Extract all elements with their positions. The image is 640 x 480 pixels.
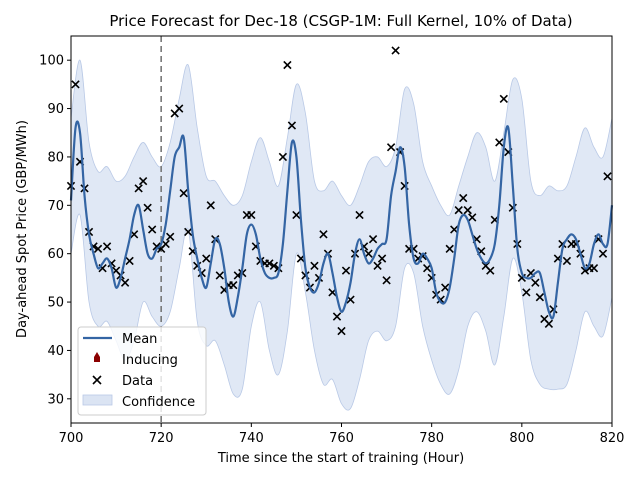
y-tick-label: 50 [47,296,64,311]
x-tick-label: 820 [600,431,625,446]
x-axis-label: Time since the start of training (Hour) [217,451,464,466]
data-point-marker [138,176,148,186]
data-point-marker [71,80,80,89]
x-tick-label: 800 [509,431,534,446]
data-point-marker [355,210,364,220]
x-tick-label: 720 [149,431,174,446]
data-point-marker [283,60,292,70]
y-tick-label: 40 [47,344,64,359]
data-point-marker [386,143,396,152]
data-point-marker [422,264,432,273]
data-point-marker [287,121,297,130]
data-point-marker [535,293,545,302]
legend-inducing-label: Inducing [122,353,178,368]
data-point-marker [247,210,256,220]
data-point-marker [206,201,215,210]
legend-inducing-swatch [94,352,100,362]
data-point-marker [562,256,572,266]
data-point-marker [373,261,382,270]
data-point-marker [332,312,342,321]
data-point-marker [319,230,328,239]
legend-data-swatch [92,375,102,385]
data-point-marker [179,189,188,198]
data-point-marker [175,104,184,113]
data-point-marker [377,254,387,263]
data-point-marker [544,319,554,328]
data-point-marker [391,46,400,55]
data-point-marker [454,205,463,215]
x-tick-label: 740 [239,431,264,446]
data-point-marker [269,261,279,270]
data-point-marker [166,232,175,241]
y-tick-label: 80 [47,150,64,165]
data-point-marker [102,242,112,251]
y-tick-label: 30 [47,392,64,407]
data-point-marker [495,138,504,147]
legend: Mean Inducing Data Confidence [77,326,207,416]
data-point-marker [531,278,540,287]
data-point-marker [603,172,612,181]
legend-confidence-label: Confidence [122,395,195,410]
y-tick-label: 70 [47,199,64,214]
data-point-marker [265,259,274,268]
data-point-marker [445,244,454,254]
legend-mean-label: Mean [122,332,157,347]
data-point-marker [120,278,130,287]
data-point-marker [368,235,378,244]
data-point-marker [184,227,193,237]
data-point-marker [161,239,170,249]
data-point-marker [459,193,468,203]
y-tick-label: 90 [47,102,64,117]
data-point-marker [486,266,495,275]
data-point-marker [337,326,346,336]
data-point-marker [134,184,143,193]
data-point-marker [310,261,319,270]
x-tick-label: 700 [59,431,84,446]
y-tick-label: 60 [47,247,64,262]
mean-line [69,120,614,320]
y-axis-label: Day-ahead Spot Price (GBP/MWh) [15,120,30,338]
legend-confidence-swatch [82,394,113,406]
legend-box [77,326,207,416]
legend-data-label: Data [122,374,153,389]
x-axis-ticks: 700 720 740 760 780 800 820 [59,423,625,446]
data-point-marker [202,254,211,263]
data-point-marker [499,94,508,104]
data-point-marker [441,283,450,292]
data-point-marker [598,249,608,258]
data-point-marker [229,280,238,290]
data-point-marker [468,213,477,222]
y-tick-label: 100 [39,54,64,69]
data-point-marker [292,210,301,220]
chart-title: Price Forecast for Dec-18 (CSGP-1M: Full… [109,12,572,30]
data-point-marker [93,244,103,254]
data-point-marker [278,152,288,162]
data-point-marker [215,271,224,280]
data-point-marker [382,276,391,285]
y-axis-ticks: 30 40 50 60 70 80 90 100 [39,54,71,407]
data-point-marker [125,256,134,266]
data-point-marker [589,264,599,273]
plot-area [66,36,614,423]
data-point-marker [152,242,161,251]
x-tick-label: 760 [329,431,354,446]
data-point-marker [143,203,152,212]
data-point-marker [147,225,157,234]
data-point-marker [341,266,351,275]
data-point-marker [364,249,373,258]
data-point-marker [522,288,531,297]
data-point-marker [463,205,472,215]
x-tick-label: 780 [419,431,444,446]
